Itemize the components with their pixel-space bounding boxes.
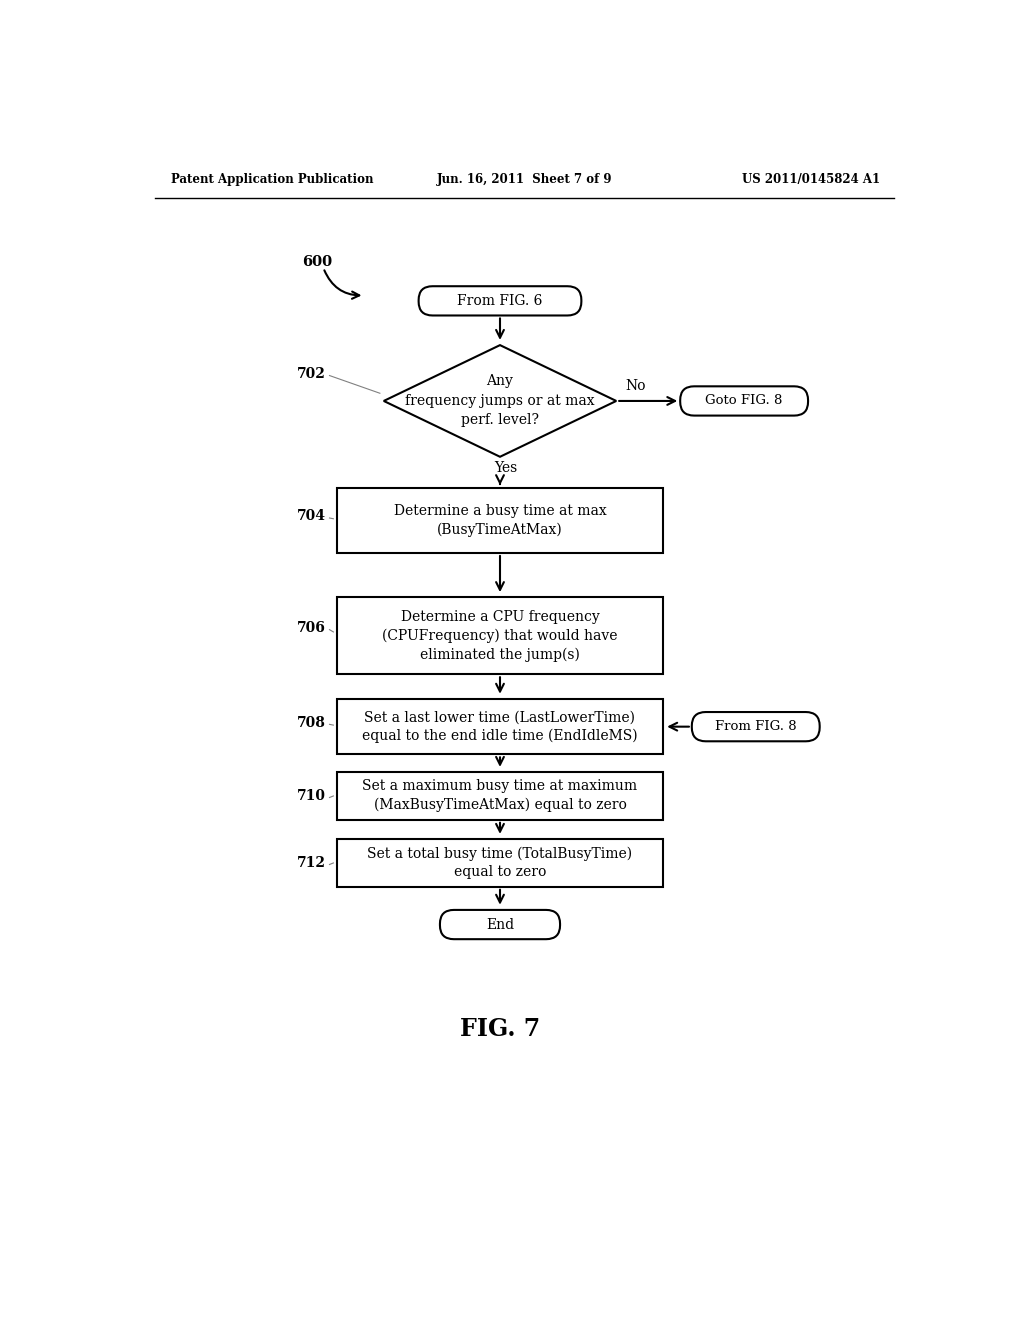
Text: Set a total busy time (TotalBusyTime)
equal to zero: Set a total busy time (TotalBusyTime) eq… (368, 846, 633, 879)
Text: Set a last lower time (LastLowerTime)
equal to the end idle time (EndIdleMS): Set a last lower time (LastLowerTime) eq… (362, 710, 638, 743)
Text: 710: 710 (297, 789, 326, 803)
Text: 702: 702 (297, 367, 326, 381)
Text: Determine a CPU frequency
(CPUFrequency) that would have
eliminated the jump(s): Determine a CPU frequency (CPUFrequency)… (382, 610, 617, 661)
Bar (337, 487, 663, 553)
Text: From FIG. 8: From FIG. 8 (715, 721, 797, 733)
Text: FIG. 7: FIG. 7 (460, 1016, 540, 1040)
FancyBboxPatch shape (692, 711, 819, 742)
Text: Determine a busy time at max
(BusyTimeAtMax): Determine a busy time at max (BusyTimeAt… (393, 504, 606, 537)
Text: US 2011/0145824 A1: US 2011/0145824 A1 (741, 173, 880, 186)
Text: Yes: Yes (495, 461, 518, 475)
Text: Jun. 16, 2011  Sheet 7 of 9: Jun. 16, 2011 Sheet 7 of 9 (437, 173, 612, 186)
Text: 708: 708 (297, 715, 326, 730)
Polygon shape (384, 345, 616, 457)
Text: Any
frequency jumps or at max
perf. level?: Any frequency jumps or at max perf. leve… (406, 375, 595, 428)
Bar (337, 772, 663, 820)
Text: Patent Application Publication: Patent Application Publication (171, 173, 373, 186)
Text: End: End (486, 917, 514, 932)
Bar (337, 700, 663, 755)
Text: Set a maximum busy time at maximum
(MaxBusyTimeAtMax) equal to zero: Set a maximum busy time at maximum (MaxB… (362, 780, 638, 812)
Text: Goto FIG. 8: Goto FIG. 8 (706, 395, 782, 408)
FancyBboxPatch shape (680, 387, 808, 416)
FancyBboxPatch shape (440, 909, 560, 940)
Text: 600: 600 (302, 255, 333, 269)
Bar (337, 840, 663, 887)
Text: No: No (626, 379, 646, 393)
Bar (337, 598, 663, 675)
Text: 706: 706 (297, 622, 326, 635)
Text: 704: 704 (297, 510, 326, 524)
Text: 712: 712 (297, 855, 326, 870)
FancyBboxPatch shape (419, 286, 582, 315)
Text: From FIG. 6: From FIG. 6 (458, 294, 543, 308)
